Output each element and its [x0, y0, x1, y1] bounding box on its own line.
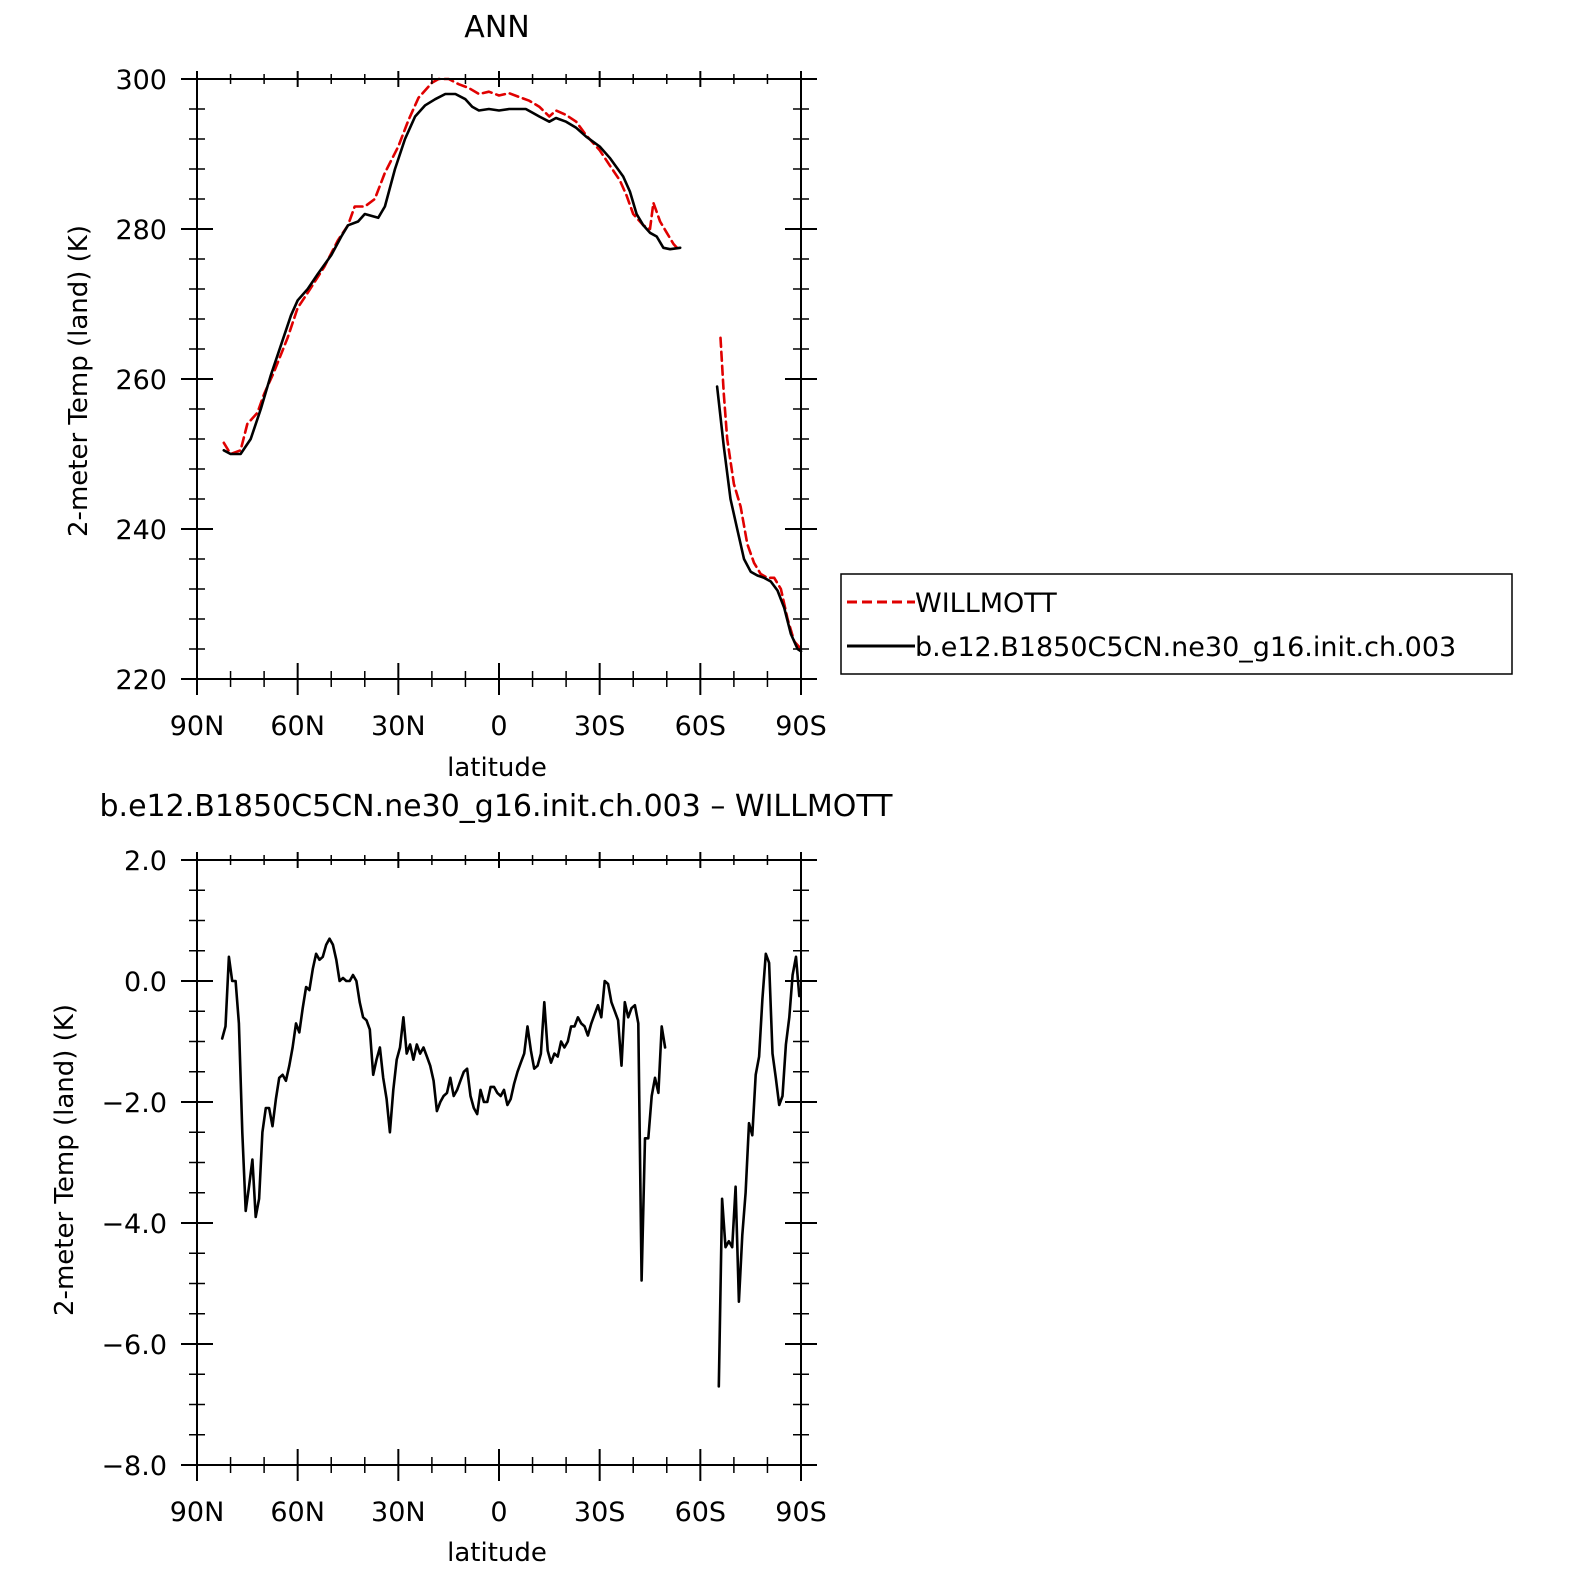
- top-y-tick-label: 280: [115, 215, 167, 246]
- top-plot-frame: [196, 78, 802, 680]
- legend: WILLMOTT b.e12.B1850C5CN.ne30_g16.init.c…: [840, 573, 1513, 675]
- bot-x-tick-label: 60N: [270, 1497, 325, 1528]
- bot-x-tick-label: 90N: [170, 1497, 225, 1528]
- top-x-tick-label: 60S: [675, 711, 727, 742]
- top-y-tick-label: 260: [115, 365, 167, 396]
- top-series-b-e12-b1850c5cn-ne30-g16-init-ch-003-segment-2: [715, 385, 803, 653]
- top-series-willmott-segment-1: [222, 77, 682, 456]
- bottom-x-axis-label: latitude: [447, 1538, 547, 1568]
- top-series-willmott-segment-2: [719, 336, 803, 651]
- top-x-tick-label: 30N: [371, 711, 426, 742]
- top-x-axis: 90N 60N 30N 0 30S 60S 90S: [170, 71, 827, 742]
- bottom-y-axis-label: 2-meter Temp (land) (K): [50, 1004, 80, 1316]
- top-series-b-e12-b1850c5cn-ne30-g16-init-ch-003-segment-1: [222, 92, 682, 456]
- legend-entry-willmott: WILLMOTT: [915, 588, 1057, 619]
- top-chart-title: ANN: [464, 10, 529, 45]
- bot-x-tick-label: 60S: [675, 1497, 727, 1528]
- bot-x-tick-label: 0: [490, 1497, 507, 1528]
- bottom-panel: b.e12.B1850C5CN.ne30_g16.init.ch.003 – W…: [50, 789, 893, 1568]
- top-y-tick-label: 240: [115, 515, 167, 546]
- bot-y-tick-label: 2.0: [124, 846, 167, 877]
- top-y-tick-label: 300: [115, 65, 167, 96]
- top-y-axis: 220 240 260 280 300: [115, 65, 817, 696]
- bot-series-difference-segment-2: [717, 952, 801, 1388]
- bottom-chart-title: b.e12.B1850C5CN.ne30_g16.init.ch.003 – W…: [100, 789, 894, 824]
- legend-box: [840, 573, 1513, 675]
- bot-y-tick-label: −6.0: [101, 1330, 167, 1361]
- bot-y-tick-label: −8.0: [101, 1451, 167, 1482]
- bottom-series-group: [220, 937, 801, 1388]
- top-x-axis-label: latitude: [447, 753, 547, 783]
- top-y-tick-label: 220: [115, 665, 167, 696]
- bottom-y-axis: −8.0 −6.0 −4.0 −2.0 0.0 2.0: [101, 846, 817, 1482]
- top-y-axis-label: 2-meter Temp (land) (K): [64, 225, 94, 537]
- bot-y-tick-label: 0.0: [124, 967, 167, 998]
- bot-x-tick-label: 30N: [371, 1497, 426, 1528]
- bot-x-tick-label: 90S: [775, 1497, 827, 1528]
- bot-x-tick-label: 30S: [574, 1497, 626, 1528]
- top-x-tick-label: 30S: [574, 711, 626, 742]
- bottom-x-axis: 90N 60N 30N 0 30S 60S 90S: [170, 852, 827, 1528]
- top-x-tick-label: 0: [490, 711, 507, 742]
- top-x-tick-label: 90N: [170, 711, 225, 742]
- top-x-tick-label: 90S: [775, 711, 827, 742]
- top-series-group: [222, 77, 803, 653]
- bot-y-tick-label: −4.0: [101, 1209, 167, 1240]
- bot-y-tick-label: −2.0: [101, 1088, 167, 1119]
- legend-entry-model: b.e12.B1850C5CN.ne30_g16.init.ch.003: [915, 632, 1456, 663]
- bot-series-difference-segment-1: [220, 937, 667, 1282]
- top-x-tick-label: 60N: [270, 711, 325, 742]
- bottom-plot-frame: [196, 859, 802, 1466]
